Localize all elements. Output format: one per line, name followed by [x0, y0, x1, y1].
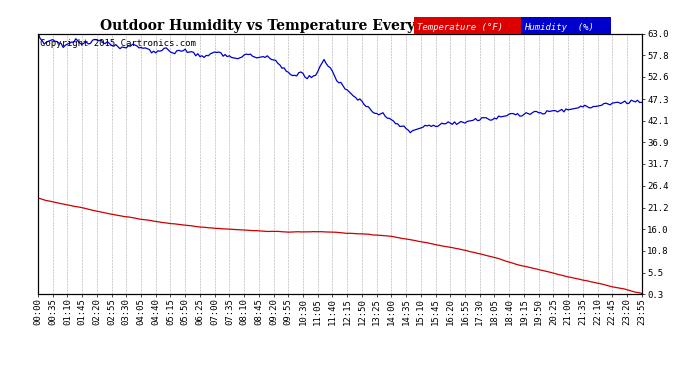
Text: Temperature (°F): Temperature (°F) [417, 23, 503, 32]
Text: Humidity  (%): Humidity (%) [524, 23, 593, 32]
Title: Outdoor Humidity vs Temperature Every 5 Minutes 20150222: Outdoor Humidity vs Temperature Every 5 … [99, 19, 580, 33]
Text: Copyright 2015 Cartronics.com: Copyright 2015 Cartronics.com [40, 39, 196, 48]
